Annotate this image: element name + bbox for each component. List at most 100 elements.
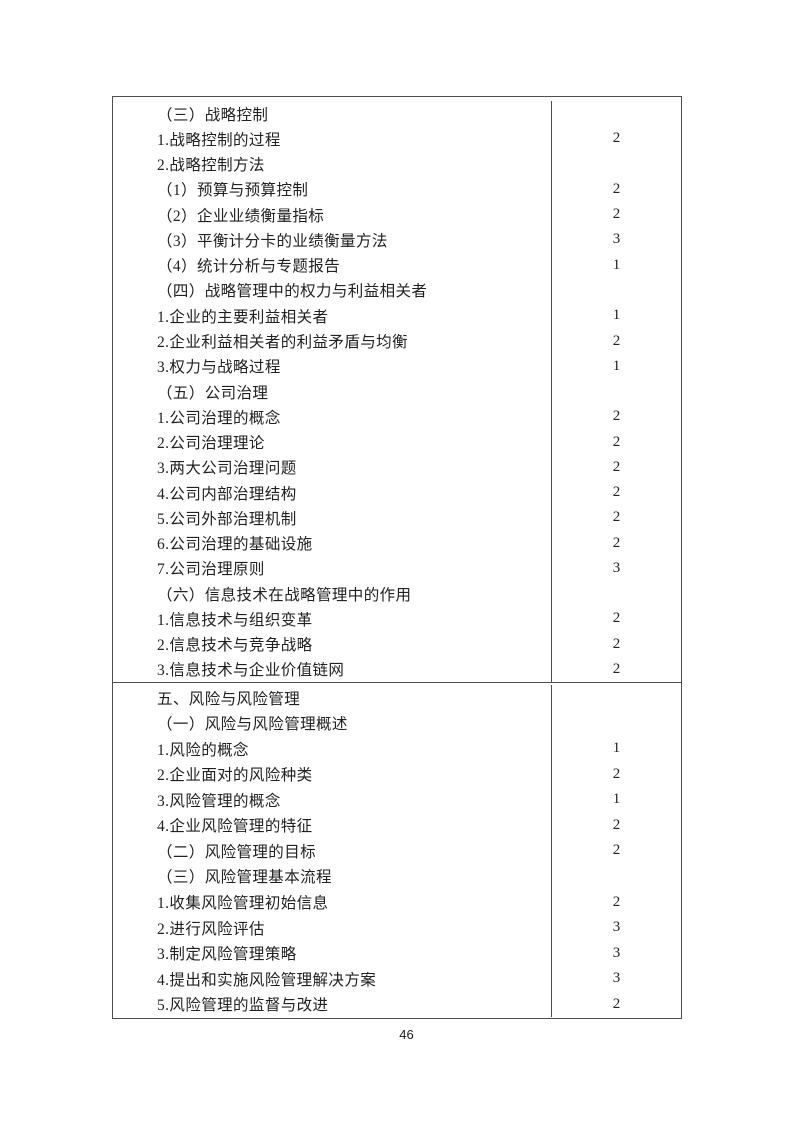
ability-level: 2 — [551, 454, 681, 480]
table-line: （二）风险管理的目标 2 — [113, 838, 681, 864]
table-line: 5.风险管理的监督与改进 2 — [113, 991, 681, 1017]
ability-level: 2 — [551, 530, 681, 556]
table-line: 3.两大公司治理问题 2 — [113, 454, 681, 480]
table-line: 4.企业风险管理的特征 2 — [113, 812, 681, 839]
table-line: 3.制定风险管理策略 3 — [113, 940, 681, 966]
topic-text: （2）企业业绩衡量指标 — [157, 207, 325, 225]
table-line: 五、风险与风险管理 — [113, 685, 681, 711]
ability-level: 3 — [551, 227, 681, 253]
table-line: （4）统计分析与专题报告 1 — [113, 252, 681, 278]
topic-text: （二）风险管理的目标 — [157, 843, 317, 861]
table-line: （3）平衡计分卡的业绩衡量方法 3 — [113, 227, 681, 253]
ability-level — [551, 101, 681, 127]
ability-level: 2 — [551, 126, 681, 152]
table-row: 五、风险与风险管理 （一）风险与风险管理概述 1.风险的概念 1 2.企业面对的风险种类… — [113, 683, 681, 1017]
topic-text: 3.两大公司治理问题 — [157, 460, 297, 478]
ability-level — [551, 710, 681, 737]
ability-level: 2 — [551, 656, 681, 683]
topic-text: 2.公司治理理论 — [157, 435, 265, 453]
topic-text: 2.信息技术与竞争战略 — [157, 637, 313, 655]
table-line: 2.战略控制方法 — [113, 151, 681, 177]
ability-level: 2 — [551, 429, 681, 455]
topic-text: 3.风险管理的概念 — [157, 792, 281, 810]
ability-level: 2 — [551, 889, 681, 915]
ability-level: 2 — [551, 991, 681, 1017]
topic-text: （4）统计分析与专题报告 — [157, 258, 341, 276]
topic-text: 1.信息技术与组织变革 — [157, 611, 313, 629]
topic-text: （六）信息技术在战略管理中的作用 — [157, 586, 412, 604]
ability-level: 1 — [551, 353, 681, 379]
ability-level: 1 — [551, 787, 681, 813]
ability-level: 2 — [551, 202, 681, 228]
table-line: 4.公司内部治理结构 2 — [113, 479, 681, 506]
topic-text: 3.制定风险管理策略 — [157, 946, 297, 964]
topic-text: （1）预算与预算控制 — [157, 182, 309, 200]
table-line: （六）信息技术在战略管理中的作用 — [113, 581, 681, 607]
table-line: 1.信息技术与组织变革 2 — [113, 606, 681, 632]
ability-level: 3 — [551, 965, 681, 992]
topic-text: （五）公司治理 — [157, 384, 269, 402]
ability-level: 2 — [551, 328, 681, 354]
table-line: 1.企业的主要利益相关者 1 — [113, 303, 681, 329]
table-line: 1.战略控制的过程 2 — [113, 126, 681, 152]
table-line: （一）风险与风险管理概述 — [113, 710, 681, 737]
table-line: （2）企业业绩衡量指标 2 — [113, 202, 681, 228]
table-line: 4.提出和实施风险管理解决方案 3 — [113, 965, 681, 992]
table-line: 7.公司治理原则 3 — [113, 555, 681, 582]
topic-text: （四）战略管理中的权力与利益相关者 — [157, 283, 428, 301]
topic-text: 4.提出和实施风险管理解决方案 — [157, 971, 377, 989]
table-line: 1.风险的概念 1 — [113, 736, 681, 762]
ability-level: 2 — [551, 404, 681, 430]
topic-text: 1.企业的主要利益相关者 — [157, 308, 329, 326]
ability-level: 2 — [551, 479, 681, 506]
ability-level — [551, 581, 681, 607]
table-line: （三）战略控制 — [113, 101, 681, 127]
topic-text: 3.信息技术与企业价值链网 — [157, 662, 345, 680]
topic-text: 5.公司外部治理机制 — [157, 510, 297, 528]
topic-text: （三）风险管理基本流程 — [157, 869, 332, 887]
ability-level: 3 — [551, 940, 681, 966]
topic-text: 2.企业面对的风险种类 — [157, 767, 313, 785]
table-line: 2.企业面对的风险种类 2 — [113, 761, 681, 788]
ability-level — [551, 685, 681, 711]
ability-level — [551, 378, 681, 405]
topic-text: 2.战略控制方法 — [157, 157, 265, 175]
ability-level: 2 — [551, 505, 681, 531]
table-line: 2.信息技术与竞争战略 2 — [113, 631, 681, 657]
topic-text: 5.风险管理的监督与改进 — [157, 997, 329, 1015]
ability-level: 1 — [551, 252, 681, 278]
table-line: 6.公司治理的基础设施 2 — [113, 530, 681, 556]
ability-level: 2 — [551, 631, 681, 657]
topic-text: 2.进行风险评估 — [157, 920, 265, 938]
table-line: 2.公司治理理论 2 — [113, 429, 681, 455]
ability-level: 1 — [551, 303, 681, 329]
topic-text: 3.权力与战略过程 — [157, 359, 281, 377]
topic-text: 6.公司治理的基础设施 — [157, 536, 313, 554]
topic-text: （3）平衡计分卡的业绩衡量方法 — [157, 232, 388, 250]
ability-level: 3 — [551, 914, 681, 941]
topic-text: 4.企业风险管理的特征 — [157, 818, 313, 836]
ability-level: 2 — [551, 838, 681, 864]
ability-level: 2 — [551, 606, 681, 632]
ability-level — [551, 277, 681, 304]
table-line: （三）风险管理基本流程 — [113, 863, 681, 890]
topic-text: 1.战略控制的过程 — [157, 131, 281, 149]
table-line: 3.风险管理的概念 1 — [113, 787, 681, 813]
ability-level — [551, 151, 681, 177]
table-line: 5.公司外部治理机制 2 — [113, 505, 681, 531]
topic-text: 1.公司治理的概念 — [157, 409, 281, 427]
table-line: 3.信息技术与企业价值链网 2 — [113, 656, 681, 683]
topic-text: （三）战略控制 — [157, 106, 269, 124]
ability-level: 1 — [551, 736, 681, 762]
topic-text: 1.收集风险管理初始信息 — [157, 895, 329, 913]
topic-text: （一）风险与风险管理概述 — [157, 716, 348, 734]
page-number: 46 — [399, 1027, 414, 1042]
table-line: 1.公司治理的概念 2 — [113, 404, 681, 430]
table-line: （1）预算与预算控制 2 — [113, 176, 681, 203]
topic-text: 1.风险的概念 — [157, 741, 249, 759]
table-line: 3.权力与战略过程 1 — [113, 353, 681, 379]
ability-level — [551, 863, 681, 890]
ability-level: 3 — [551, 555, 681, 582]
topic-text: 五、风险与风险管理 — [157, 690, 301, 708]
